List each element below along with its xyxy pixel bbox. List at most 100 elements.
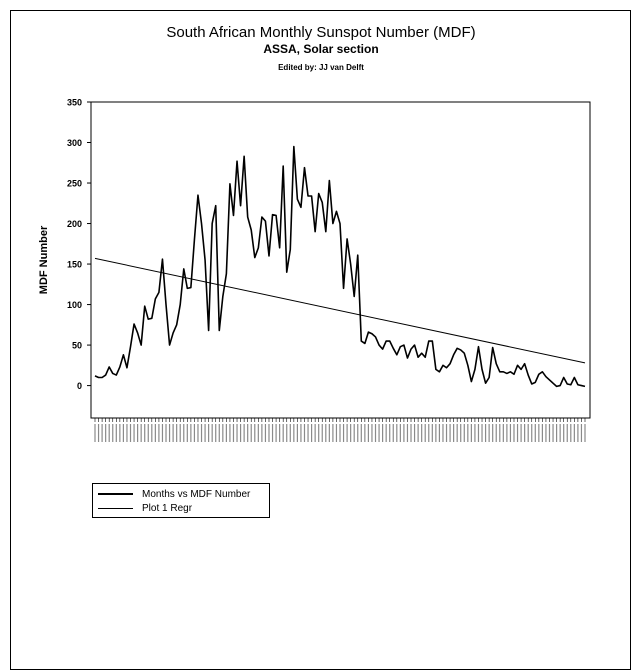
data-point: [524, 363, 526, 365]
data-point: [453, 354, 455, 356]
data-point: [243, 155, 245, 157]
data-point: [378, 344, 380, 346]
data-point: [396, 354, 398, 356]
data-point: [126, 367, 128, 369]
data-point: [371, 333, 373, 335]
data-point: [385, 340, 387, 342]
y-tick-label: 150: [67, 260, 82, 270]
data-point: [474, 369, 476, 371]
data-point: [336, 211, 338, 213]
data-point: [158, 292, 160, 294]
legend-item-regression: Plot 1 Regr: [98, 502, 192, 514]
legend-label-series: Months vs MDF Number: [142, 488, 251, 500]
data-point: [233, 215, 235, 217]
legend-swatch-thin: [98, 507, 133, 509]
data-point: [140, 344, 142, 346]
data-point: [403, 344, 405, 346]
data-point: [421, 352, 423, 354]
data-point: [339, 223, 341, 225]
data-point: [357, 254, 359, 256]
data-point: [229, 183, 231, 185]
data-point: [293, 146, 295, 148]
data-point: [392, 348, 394, 350]
data-point: [559, 385, 561, 387]
data-point: [275, 215, 277, 217]
data-point: [108, 366, 110, 368]
data-point: [545, 376, 547, 378]
data-point: [467, 365, 469, 367]
chart-subtitle: ASSA, Solar section: [263, 42, 379, 56]
data-point: [364, 343, 366, 345]
data-point: [261, 216, 263, 218]
data-point: [506, 373, 508, 375]
y-tick-label: 350: [67, 98, 82, 108]
data-point: [179, 304, 181, 306]
regression-line: [94, 257, 586, 364]
data-point: [446, 367, 448, 369]
data-point: [375, 336, 377, 338]
data-point: [552, 382, 554, 384]
y-tick-label: 0: [77, 381, 82, 391]
chart-editor-credit: Edited by: JJ van Delft: [278, 63, 364, 72]
data-point: [187, 288, 189, 290]
data-point: [499, 371, 501, 373]
chart-area: 0 50 100 150 200 250 300 350 MDF Number: [38, 98, 591, 442]
data-point: [279, 247, 281, 249]
data-point: [428, 340, 430, 342]
chart-title: South African Monthly Sunspot Number (MD…: [166, 24, 476, 41]
data-point: [325, 231, 327, 233]
data-point: [488, 377, 490, 379]
data-point: [478, 346, 480, 348]
data-point: [439, 371, 441, 373]
data-point: [442, 365, 444, 367]
legend-label-regression: Plot 1 Regr: [142, 502, 193, 514]
data-point: [112, 373, 114, 375]
data-point: [432, 340, 434, 342]
data-point: [400, 346, 402, 348]
data-point: [137, 332, 139, 334]
data-point: [417, 356, 419, 358]
data-point: [503, 371, 505, 373]
data-point: [368, 331, 370, 333]
data-point: [133, 323, 135, 325]
data-point: [332, 223, 334, 225]
data-point: [350, 263, 352, 265]
data-point: [527, 374, 529, 376]
data-point: [254, 257, 256, 259]
data-point: [119, 366, 121, 368]
data-point: [353, 296, 355, 298]
data-point: [471, 381, 473, 383]
data-point: [176, 324, 178, 326]
data-point: [144, 305, 146, 307]
y-tick-label: 200: [67, 219, 82, 229]
data-point: [204, 259, 206, 261]
data-point: [510, 371, 512, 373]
data-point: [577, 384, 579, 386]
data-point: [240, 205, 242, 207]
data-point: [321, 202, 323, 204]
data-point: [495, 363, 497, 365]
legend-swatch-thick: [98, 493, 133, 495]
data-point: [258, 247, 260, 249]
data-point: [98, 377, 100, 379]
legend-item-series: Months vs MDF Number: [98, 488, 250, 500]
data-point: [265, 220, 267, 222]
y-tick-label: 50: [72, 341, 82, 351]
data-point: [346, 238, 348, 240]
data-point: [481, 369, 483, 371]
data-point: [165, 304, 167, 306]
data-point: [105, 374, 107, 376]
data-point: [183, 268, 185, 270]
data-point: [218, 330, 220, 332]
data-point: [155, 298, 157, 300]
data-point: [449, 363, 451, 365]
data-point: [318, 193, 320, 195]
data-point: [410, 348, 412, 350]
data-point: [520, 369, 522, 371]
data-point: [534, 382, 536, 384]
data-point: [101, 377, 103, 379]
data-point: [289, 249, 291, 251]
data-point: [197, 194, 199, 196]
data-point: [549, 379, 551, 381]
data-point: [250, 229, 252, 231]
